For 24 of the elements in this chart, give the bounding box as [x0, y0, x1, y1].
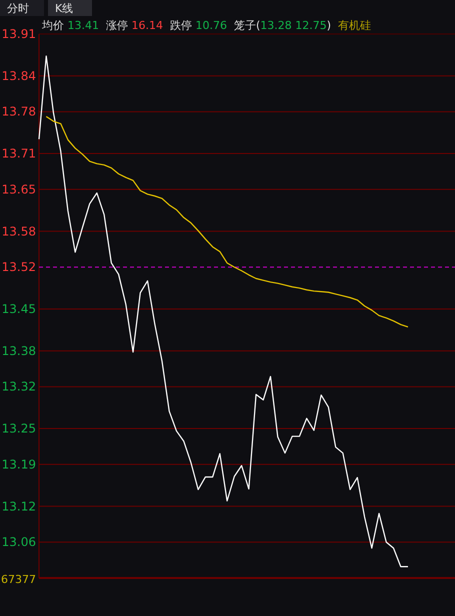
y-tick-label: 13.71	[2, 146, 36, 161]
y-tick-label: 13.12	[2, 499, 36, 514]
text: K线	[55, 2, 74, 15]
y-tick-label: 13.78	[2, 104, 36, 119]
line-series	[38, 56, 409, 568]
y-tick-label: 13.06	[2, 535, 36, 550]
y-tick-label: 13.19	[2, 457, 36, 472]
text: 67377	[1, 573, 36, 586]
y-tick-label: 13.58	[2, 224, 36, 238]
text: 涨停 16.14	[106, 19, 163, 32]
text: 跌停 10.76	[170, 19, 227, 32]
text: 笼子(13.28 12.75)	[234, 19, 332, 32]
y-tick-label: 13.65	[2, 182, 36, 196]
text: 有机硅	[338, 19, 372, 32]
y-tick-label: 13.32	[2, 380, 36, 394]
y-tick-label: 13.38	[2, 344, 36, 358]
text: 分时	[7, 2, 29, 15]
y-tick-label: 13.91	[2, 27, 36, 41]
y-tick-label: 13.52	[2, 260, 36, 274]
line-series	[46, 116, 409, 328]
y-tick-label: 13.45	[2, 302, 36, 316]
y-tick-label: 13.25	[2, 422, 36, 436]
text: 均价 13.41	[41, 19, 99, 32]
y-tick-label: 13.84	[2, 68, 36, 83]
